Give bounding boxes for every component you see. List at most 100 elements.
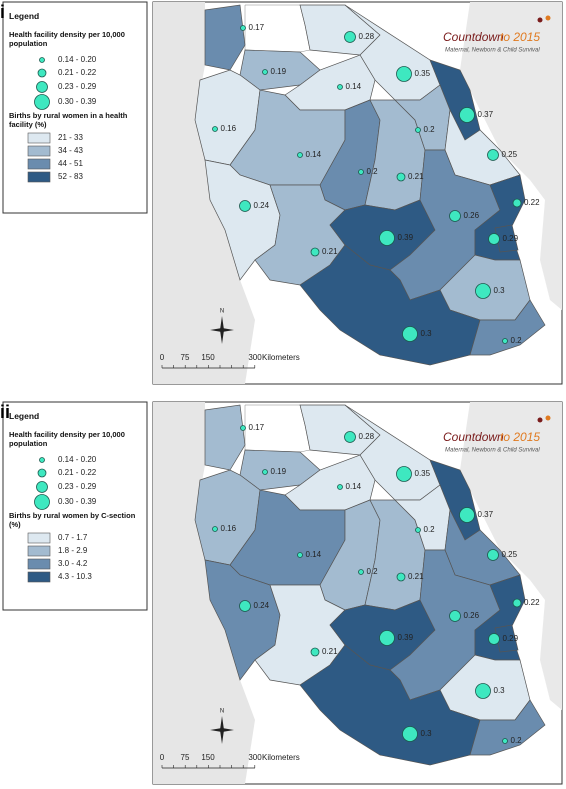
density-circle [475, 683, 491, 699]
density-label: 0.28 [359, 32, 375, 41]
legend-swatch [27, 132, 51, 144]
density-label: 0.37 [478, 110, 494, 119]
scale-unit: Kilometers [262, 753, 300, 762]
scale-label: 75 [181, 353, 190, 362]
density-circle [297, 152, 303, 158]
legend-swatch [27, 571, 51, 583]
legend-size-label: 0.14 - 0.20 [58, 455, 97, 464]
density-label: 0.2 [511, 336, 523, 345]
density-circle [212, 526, 218, 532]
density-circle [344, 431, 356, 443]
scale-label: 150 [201, 753, 215, 762]
legend-fill-title: Births by rural women by C-section (%) [9, 511, 136, 529]
legend-swatch [27, 145, 51, 157]
density-label: 0.2 [424, 125, 436, 134]
density-circle [512, 598, 522, 608]
density-circle [449, 610, 461, 622]
density-label: 0.14 [346, 482, 362, 491]
density-label: 0.17 [249, 423, 265, 432]
density-label: 0.14 [306, 550, 322, 559]
density-label: 0.2 [424, 525, 436, 534]
north-label: N [220, 309, 224, 315]
density-circle [379, 230, 395, 246]
density-circle [449, 210, 461, 222]
legend-size-label: 0.23 - 0.29 [58, 482, 97, 491]
density-label: 0.2 [367, 167, 379, 176]
density-label: 0.16 [221, 524, 237, 533]
scale-label: 300 [248, 353, 262, 362]
density-label: 0.25 [502, 150, 518, 159]
density-circle [488, 633, 500, 645]
legend-circle [39, 57, 45, 63]
density-circle [475, 283, 491, 299]
density-label: 0.2 [511, 736, 523, 745]
scale-label: 300 [248, 753, 262, 762]
legend-circle [37, 68, 47, 78]
neighbour-west [153, 2, 255, 384]
density-circle [337, 484, 343, 490]
logo-figure [537, 17, 543, 23]
logo-subtitle: Maternal, Newborn & Child Survival [445, 48, 540, 54]
logo-figure [545, 15, 551, 21]
density-circle [396, 66, 412, 82]
legend-fill-label: 4.3 - 10.3 [58, 572, 92, 581]
density-label: 0.35 [415, 69, 431, 78]
density-label: 0.22 [524, 198, 540, 207]
logo-title-2: to 2015 [500, 30, 540, 44]
logo-subtitle: Maternal, Newborn & Child Survival [445, 448, 540, 454]
density-circle [310, 647, 320, 657]
legend-circle [36, 81, 48, 93]
legend-size-title: Health facility density per 10,000 popul… [9, 430, 125, 448]
scale-label: 0 [160, 353, 165, 362]
density-circle [487, 149, 499, 161]
scale-label: 0 [160, 753, 165, 762]
density-label: 0.19 [271, 67, 287, 76]
density-label: 0.14 [306, 150, 322, 159]
density-label: 0.24 [254, 201, 270, 210]
density-label: 0.3 [494, 686, 506, 695]
density-label: 0.39 [398, 233, 414, 242]
region [299, 244, 481, 366]
region [494, 624, 519, 653]
region [494, 224, 519, 253]
density-circle [396, 466, 412, 482]
density-label: 0.29 [503, 234, 519, 243]
density-label: 0.2 [367, 567, 379, 576]
density-circle [262, 469, 268, 475]
legend-circle [34, 94, 50, 110]
density-label: 0.22 [524, 598, 540, 607]
legend-title: Legend [9, 411, 40, 421]
logo-figure [537, 417, 543, 423]
legend-box [2, 401, 148, 611]
density-circle [310, 247, 320, 257]
region [204, 4, 246, 71]
legend-fill-label: 1.8 - 2.9 [58, 546, 88, 555]
density-circle [487, 549, 499, 561]
legend-circle [36, 481, 48, 493]
density-circle [344, 31, 356, 43]
density-label: 0.29 [503, 634, 519, 643]
legend-circle [39, 457, 45, 463]
density-label: 0.26 [464, 211, 480, 220]
region [299, 644, 481, 766]
legend-fill-label: 34 - 43 [58, 146, 83, 155]
density-circle [396, 572, 406, 582]
density-label: 0.3 [494, 286, 506, 295]
north-arrow [210, 328, 234, 332]
density-label: 0.25 [502, 550, 518, 559]
density-label: 0.14 [346, 82, 362, 91]
legend-size-label: 0.14 - 0.20 [58, 55, 97, 64]
legend-size-title: Health facility density per 10,000 popul… [9, 30, 125, 48]
legend-fill-label: 44 - 51 [58, 159, 83, 168]
legend-size-label: 0.30 - 0.39 [58, 97, 97, 106]
region [469, 299, 546, 356]
legend-fill-label: 3.0 - 4.2 [58, 559, 88, 568]
legend-fill-title: Births by rural women in a health facili… [9, 111, 128, 129]
legend-swatch [27, 558, 51, 570]
density-circle [459, 107, 475, 123]
density-label: 0.21 [408, 572, 424, 581]
legend-fill-label: 21 - 33 [58, 133, 83, 142]
north-arrow [210, 728, 234, 732]
